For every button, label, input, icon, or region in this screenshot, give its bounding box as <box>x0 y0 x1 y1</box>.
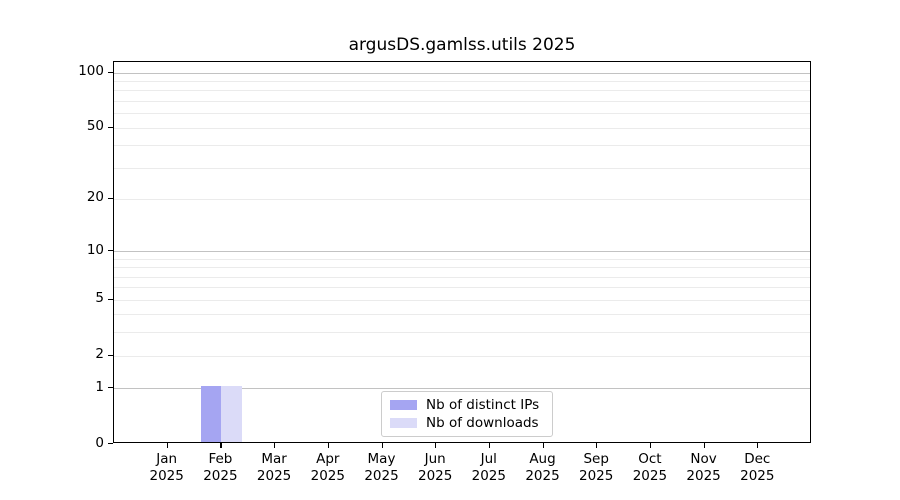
x-label-month: Apr <box>316 451 340 467</box>
legend-label-downloads: Nb of downloads <box>426 414 539 431</box>
y-tick-mark <box>108 250 113 252</box>
bar-feb-downloads <box>221 386 243 442</box>
chart-title: argusDS.gamlss.utils 2025 <box>348 35 576 55</box>
x-label-month: Oct <box>638 451 662 467</box>
x-label-year: 2025 <box>418 467 453 484</box>
x-label-month: Aug <box>529 451 556 467</box>
minor-gridline <box>114 267 810 269</box>
x-tick-mark <box>166 443 168 448</box>
y-tick-mark <box>108 197 113 200</box>
x-label-year: 2025 <box>310 467 345 484</box>
x-label-year: 2025 <box>686 467 721 484</box>
x-tick-label: Jan 2025 <box>125 451 209 484</box>
legend-row-distinct-ips: Nb of distinct IPs <box>390 396 552 413</box>
minor-gridline <box>114 314 810 316</box>
minor-gridline <box>114 145 810 146</box>
x-label-year: 2025 <box>471 467 506 484</box>
minor-gridline <box>114 127 810 129</box>
x-tick-label: Feb 2025 <box>178 451 262 484</box>
legend-row-downloads: Nb of downloads <box>390 414 552 431</box>
x-tick-mark <box>542 443 544 448</box>
minor-gridline <box>114 299 810 301</box>
y-tick-mark <box>108 387 113 389</box>
x-tick-label: Sep 2025 <box>554 451 638 484</box>
x-label-month: Jul <box>480 451 497 467</box>
x-tick-label: Jun 2025 <box>393 451 477 484</box>
y-tick-label: 50 <box>86 118 104 134</box>
minor-gridline <box>114 90 810 92</box>
x-tick-mark <box>327 443 329 448</box>
y-tick-mark <box>108 298 113 300</box>
y-tick-label: 20 <box>86 189 104 206</box>
x-label-month: Jun <box>424 451 446 467</box>
x-tick-label: May 2025 <box>340 451 424 484</box>
x-label-month: Nov <box>690 451 717 467</box>
x-tick-label: Mar 2025 <box>232 451 316 484</box>
x-tick-mark <box>381 443 383 448</box>
minor-gridline <box>114 276 810 278</box>
x-label-year: 2025 <box>149 467 184 484</box>
x-tick-mark <box>596 443 598 448</box>
x-label-month: May <box>367 451 396 467</box>
minor-gridline <box>114 100 810 102</box>
x-tick-mark <box>220 443 222 448</box>
y-tick-mark <box>108 443 113 445</box>
legend-box: Nb of distinct IPs Nb of downloads <box>381 391 553 437</box>
y-tick-label: 0 <box>95 434 104 451</box>
x-tick-label: Nov 2025 <box>662 451 746 484</box>
minor-gridline <box>114 167 810 169</box>
minor-gridline <box>114 113 810 114</box>
major-gridline <box>114 251 810 252</box>
x-label-year: 2025 <box>525 467 560 484</box>
minor-gridline <box>114 258 810 260</box>
y-tick-label: 2 <box>95 346 104 363</box>
x-tick-label: Aug 2025 <box>501 451 585 484</box>
legend-swatch-downloads <box>390 417 417 429</box>
y-tick-label: 1 <box>95 378 104 395</box>
x-tick-label: Jul 2025 <box>447 451 531 484</box>
minor-gridline <box>114 355 810 357</box>
x-label-month: Mar <box>261 451 287 467</box>
minor-gridline <box>114 198 810 200</box>
y-tick-label: 100 <box>78 63 104 79</box>
y-tick-label: 10 <box>86 241 104 258</box>
minor-gridline <box>114 287 810 289</box>
legend-swatch-distinct-ips <box>390 399 417 411</box>
y-tick-mark <box>108 354 113 356</box>
minor-gridline <box>114 332 810 334</box>
x-label-month: Jan <box>156 451 178 467</box>
major-gridline <box>114 72 810 74</box>
plot-area <box>113 61 811 443</box>
x-tick-mark <box>274 443 276 448</box>
x-tick-label: Dec 2025 <box>715 451 799 484</box>
x-label-year: 2025 <box>203 467 238 484</box>
x-tick-mark <box>488 443 490 448</box>
legend-label-distinct-ips: Nb of distinct IPs <box>426 396 540 413</box>
y-tick-mark <box>108 71 113 73</box>
major-gridline <box>114 388 810 390</box>
x-label-year: 2025 <box>364 467 399 484</box>
x-label-month: Dec <box>744 451 771 467</box>
x-tick-mark <box>703 443 705 448</box>
x-label-month: Sep <box>583 451 609 467</box>
bar-feb-ips <box>200 386 222 442</box>
x-label-year: 2025 <box>256 467 292 484</box>
x-tick-label: Oct 2025 <box>608 451 692 484</box>
x-label-year: 2025 <box>632 467 668 484</box>
y-tick-mark <box>108 126 113 128</box>
x-tick-mark <box>435 443 437 448</box>
y-tick-label: 5 <box>95 290 104 307</box>
x-label-month: Feb <box>208 451 233 467</box>
minor-gridline <box>114 80 810 82</box>
x-tick-mark <box>757 443 759 448</box>
x-tick-mark <box>649 443 652 448</box>
x-label-year: 2025 <box>740 467 775 484</box>
x-label-year: 2025 <box>579 467 614 484</box>
x-tick-label: Apr 2025 <box>286 451 370 484</box>
